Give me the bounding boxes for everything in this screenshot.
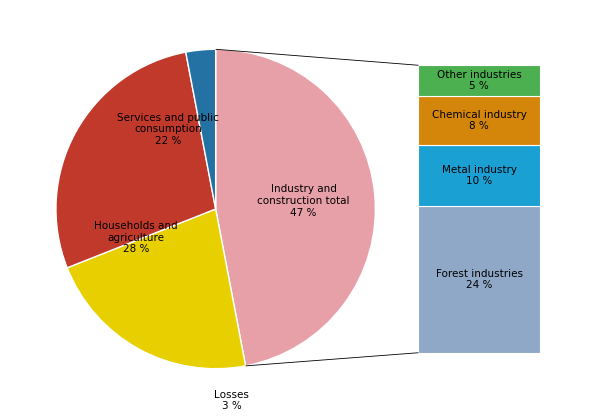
Text: Services and public
consumption
22 %: Services and public consumption 22 % bbox=[117, 112, 219, 146]
Text: Households and
agriculture
28 %: Households and agriculture 28 % bbox=[94, 221, 178, 254]
Text: Industry and
construction total
47 %: Industry and construction total 47 % bbox=[257, 184, 350, 218]
Wedge shape bbox=[186, 49, 215, 209]
Text: Other industries
5 %: Other industries 5 % bbox=[437, 70, 521, 92]
Bar bbox=[418, 96, 540, 145]
Bar bbox=[418, 145, 540, 206]
Text: Forest industries
24 %: Forest industries 24 % bbox=[436, 268, 523, 290]
Text: Losses
3 %: Losses 3 % bbox=[214, 390, 249, 411]
Bar bbox=[418, 65, 540, 96]
Wedge shape bbox=[56, 52, 215, 268]
Wedge shape bbox=[215, 49, 375, 366]
Text: Chemical industry
8 %: Chemical industry 8 % bbox=[432, 110, 527, 131]
Text: Metal industry
10 %: Metal industry 10 % bbox=[442, 165, 517, 186]
Wedge shape bbox=[67, 209, 246, 369]
Bar bbox=[418, 206, 540, 353]
